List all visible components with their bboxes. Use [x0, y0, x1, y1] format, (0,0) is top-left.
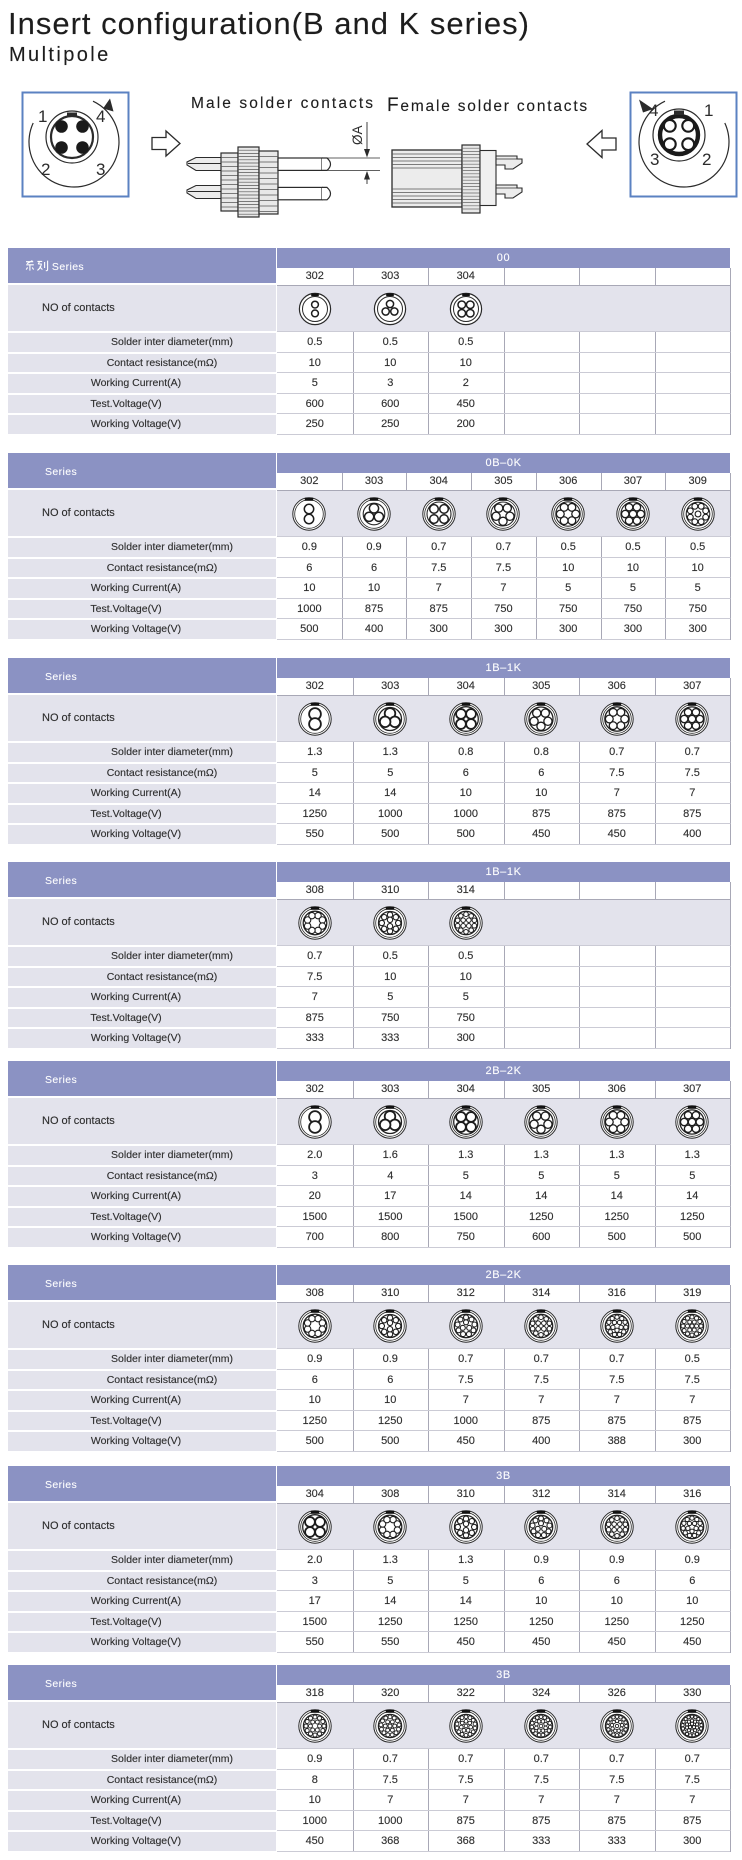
svg-text:3: 3	[96, 160, 105, 179]
svg-text:1: 1	[704, 101, 713, 120]
svg-text:4: 4	[96, 107, 105, 126]
svg-text:4: 4	[649, 101, 658, 120]
svg-text:3: 3	[650, 150, 659, 169]
svg-text:ØA: ØA	[350, 125, 365, 145]
svg-text:2: 2	[41, 160, 50, 179]
svg-text:2: 2	[702, 150, 711, 169]
svg-text:1: 1	[38, 107, 47, 126]
